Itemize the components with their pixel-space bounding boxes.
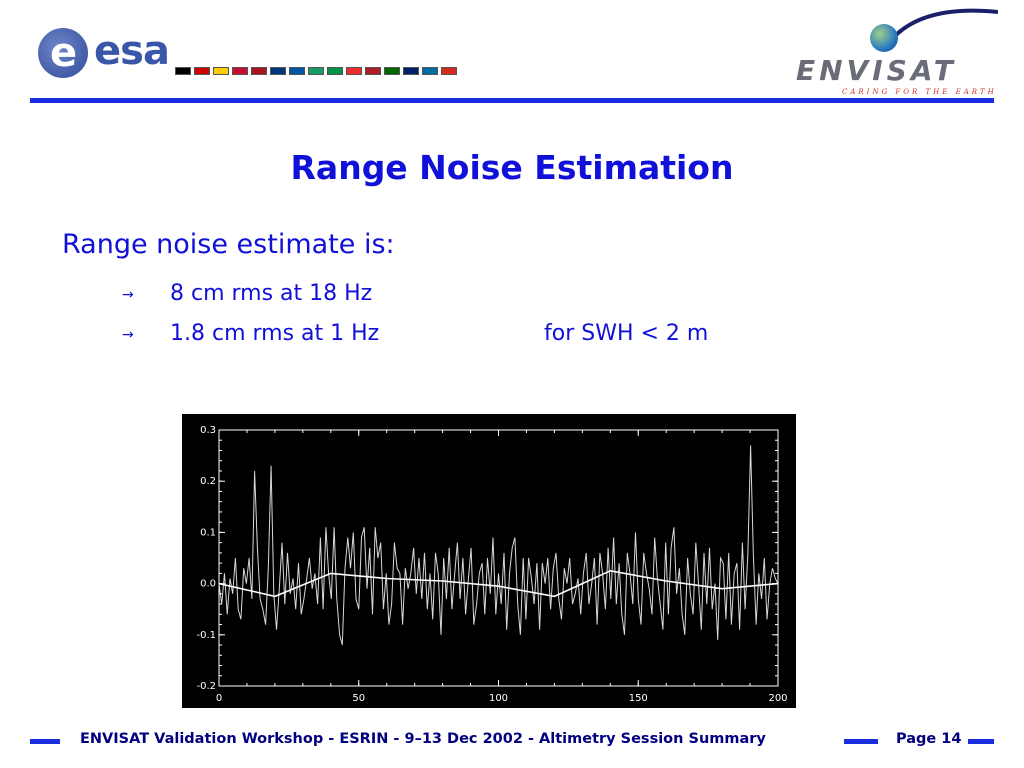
envisat-logo: ENVISAT CARING FOR THE EARTH [790, 2, 1010, 97]
flag-icon [346, 67, 362, 75]
header-divider [30, 98, 994, 103]
x-tick-label: 0 [216, 693, 222, 704]
arrow-bullet-icon: → [122, 327, 134, 343]
footer-bar-left [30, 739, 60, 744]
envisat-tagline: CARING FOR THE EARTH [842, 88, 997, 96]
flag-icon [422, 67, 438, 75]
flag-icon [232, 67, 248, 75]
x-tick-label: 200 [768, 693, 787, 704]
range-noise-chart: 0 50 100 150 200 -0.2 -0.1 0.0 0.1 0.2 0.3 [182, 414, 796, 708]
bullet-text: 1.8 cm rms at 1 Hz [170, 321, 380, 346]
flag-icon [403, 67, 419, 75]
esa-logo-text: esa [94, 28, 170, 74]
y-tick-label: -0.1 [196, 630, 216, 641]
flag-icon [270, 67, 286, 75]
flag-icon [213, 67, 229, 75]
series-line-1hz [218, 569, 779, 598]
flag-icon [384, 67, 400, 75]
x-tick-label: 100 [489, 693, 508, 704]
flag-icon [289, 67, 305, 75]
esa-logo-e: e [50, 30, 78, 76]
globe-icon [870, 24, 898, 52]
y-tick-label: 0.2 [200, 476, 216, 487]
bullet-item: → 8 cm rms at 18 Hz [122, 281, 372, 306]
footer-bar-right [968, 739, 994, 744]
member-flags [175, 67, 457, 77]
esa-logo-circle [38, 28, 88, 78]
flag-icon [441, 67, 457, 75]
flag-icon [365, 67, 381, 75]
bullet-note: for SWH < 2 m [544, 321, 709, 346]
arrow-bullet-icon: → [122, 287, 134, 303]
y-tick-label: -0.2 [196, 681, 216, 692]
footer-text: ENVISAT Validation Workshop - ESRIN - 9–… [80, 731, 766, 747]
page-number: Page 14 [896, 731, 962, 747]
y-tick-label: 0.0 [200, 579, 216, 590]
y-tick-label: 0.3 [200, 425, 216, 436]
flag-icon [194, 67, 210, 75]
x-tick-label: 50 [352, 693, 365, 704]
envisat-logo-text: ENVISAT [796, 54, 957, 87]
bullet-item: → 1.8 cm rms at 1 Hz for SWH < 2 m [122, 321, 822, 346]
bullet-text: 8 cm rms at 18 Hz [170, 281, 373, 306]
y-tick-label: 0.1 [200, 527, 216, 538]
flag-icon [327, 67, 343, 75]
intro-text: Range noise estimate is: [62, 229, 395, 260]
x-tick-label: 150 [629, 693, 648, 704]
esa-logo: e esa [38, 28, 188, 80]
series-line-18hz [218, 445, 779, 646]
chart-background [182, 414, 796, 708]
flag-icon [175, 67, 191, 75]
flag-icon [308, 67, 324, 75]
slide-title: Range Noise Estimation [290, 148, 734, 187]
flag-icon [251, 67, 267, 75]
footer-bar-mid [844, 739, 878, 744]
